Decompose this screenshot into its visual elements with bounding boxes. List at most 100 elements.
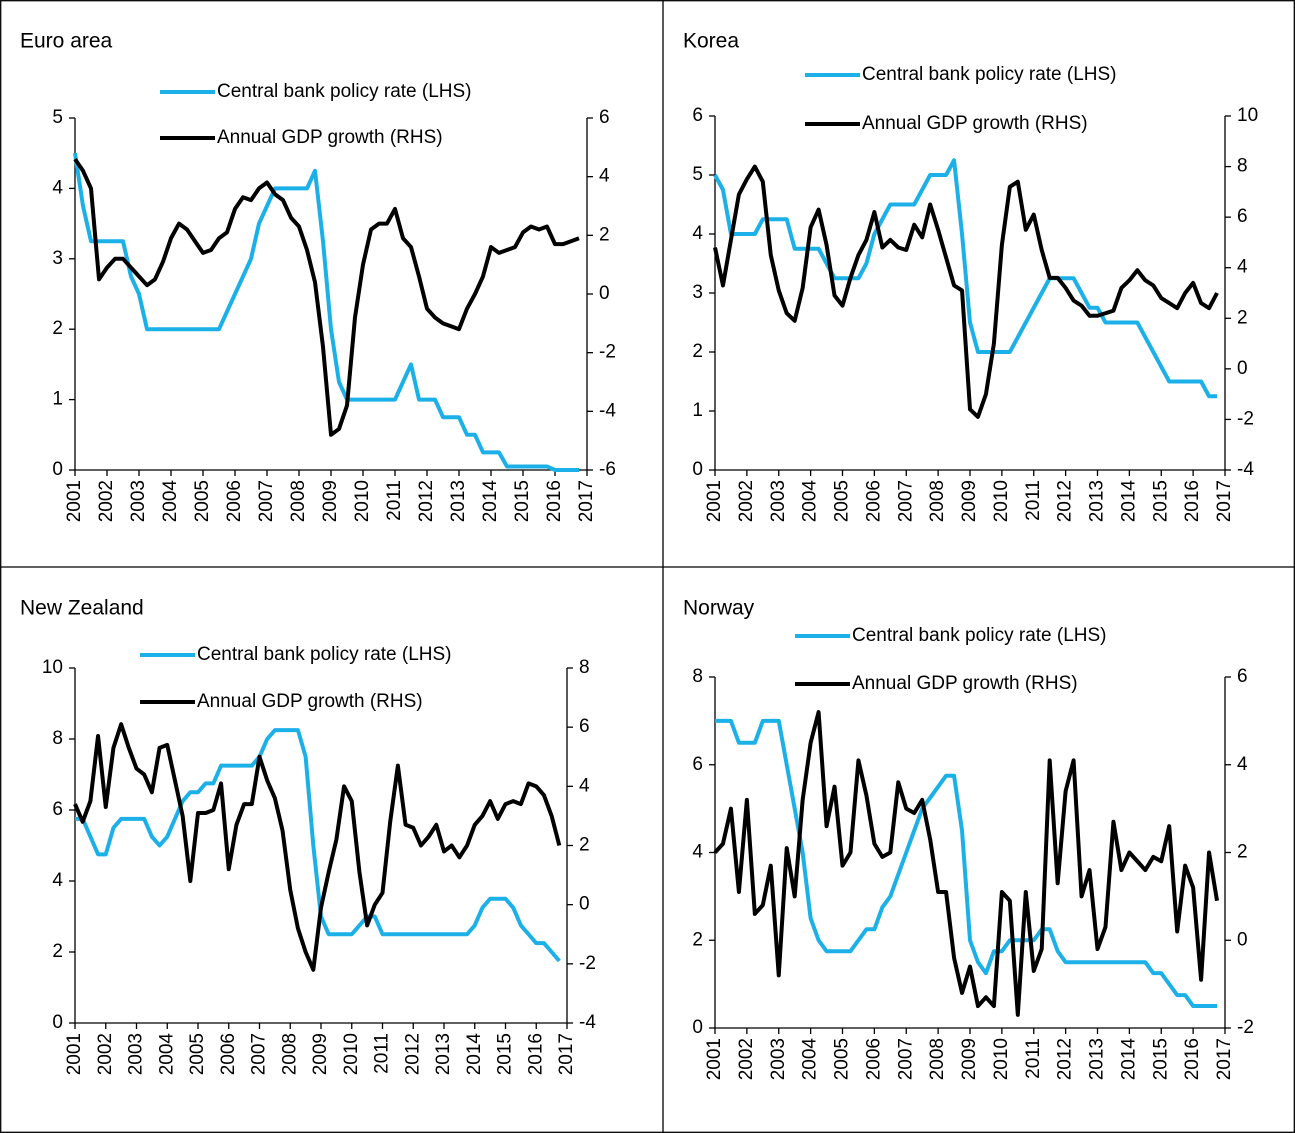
x-tick-label: 2008: [279, 1033, 300, 1075]
x-tick-label: 2014: [1118, 1038, 1139, 1081]
y2-tick-label: -2: [579, 953, 596, 974]
x-tick-label: 2015: [1150, 480, 1171, 522]
legend-label: Annual GDP growth (RHS): [852, 673, 1078, 694]
series-line: [73, 152, 579, 472]
x-tick-label: 2006: [224, 480, 245, 522]
y2-tick-label: 6: [599, 107, 610, 128]
y-tick-label: 2: [692, 929, 703, 950]
y2-tick-label: -4: [599, 400, 616, 421]
y2-tick-label: -2: [599, 342, 616, 363]
legend-label: Central bank policy rate (LHS): [197, 644, 452, 665]
y2-tick-label: 2: [1237, 842, 1248, 863]
x-tick-label: 2011: [372, 1033, 393, 1074]
x-tick-label: 2008: [927, 1038, 948, 1080]
panel: Norway 0 2 4 6 8 -2 0 2 4 6 2001 2002 2003 2004 2005 200…: [683, 597, 1254, 1081]
y2-tick-label: 4: [1237, 754, 1248, 775]
series-line: [713, 164, 1219, 419]
series-line: [713, 158, 1218, 399]
x-tick-label: 2011: [384, 480, 405, 521]
chart-title: Norway: [683, 597, 755, 620]
y2-tick-label: 4: [1237, 257, 1248, 278]
y2-tick-label: 10: [1237, 105, 1258, 126]
x-tick-label: 2001: [704, 480, 725, 522]
x-tick-label: 2009: [320, 480, 341, 522]
x-tick-label: 2014: [480, 480, 501, 523]
x-tick-label: 2017: [556, 1033, 577, 1075]
x-tick-label: 2016: [525, 1033, 546, 1075]
y2-tick-label: 4: [579, 775, 590, 796]
y-tick-label: 5: [692, 164, 703, 185]
y2-tick-label: 6: [579, 716, 590, 737]
y-tick-label: 8: [692, 666, 703, 687]
x-tick-label: 2003: [128, 480, 149, 522]
y2-tick-label: -2: [1237, 408, 1254, 429]
x-tick-label: 2017: [1214, 480, 1235, 522]
x-tick-label: 2016: [1182, 1038, 1203, 1080]
x-tick-label: 2009: [959, 1038, 980, 1080]
x-tick-label: 2010: [352, 480, 373, 522]
y-tick-label: 10: [42, 657, 63, 678]
x-tick-label: 2016: [1182, 480, 1203, 522]
legend-label: Central bank policy rate (LHS): [217, 81, 472, 102]
y-tick-label: 4: [692, 842, 703, 863]
y2-tick-label: 2: [1237, 307, 1248, 328]
x-tick-label: 2010: [341, 1033, 362, 1075]
x-tick-label: 2006: [863, 480, 884, 522]
chart-title: New Zealand: [20, 597, 144, 620]
series-line: [75, 728, 561, 963]
x-tick-label: 2001: [64, 1033, 85, 1075]
panel: New Zealand 0 2 4 6 8 10 -4 -2 0 2 4 6 8 2001 2002 2003 2…: [20, 597, 596, 1076]
x-tick-label: 2001: [704, 1038, 725, 1080]
x-tick-label: 2009: [959, 480, 980, 522]
y-tick-label: 0: [52, 459, 63, 480]
x-tick-label: 2002: [736, 1038, 757, 1080]
y2-tick-label: -6: [599, 459, 616, 480]
y2-tick-label: 6: [1237, 666, 1248, 687]
x-tick-label: 2007: [895, 1038, 916, 1080]
x-tick-label: 2017: [576, 480, 597, 522]
legend-label: Annual GDP growth (RHS): [862, 113, 1088, 134]
x-tick-label: 2015: [1150, 1038, 1171, 1080]
y2-tick-label: -2: [1237, 1017, 1254, 1038]
panel: Euro area 0 1 2 3 4 5 -6 -4 -2 0 2 4 6 2001 2002 2003 200…: [20, 30, 616, 523]
x-tick-label: 2017: [1214, 1038, 1235, 1080]
x-tick-label: 2005: [832, 480, 853, 522]
x-tick-label: 2003: [768, 1038, 789, 1080]
y2-tick-label: 8: [579, 657, 590, 678]
x-tick-label: 2005: [192, 480, 213, 522]
x-tick-label: 2003: [126, 1033, 147, 1075]
x-tick-label: 2002: [96, 480, 117, 522]
y2-tick-label: -4: [579, 1012, 596, 1033]
x-tick-label: 2011: [1023, 480, 1044, 521]
y-tick-label: 4: [52, 177, 63, 198]
x-tick-label: 2002: [95, 1033, 116, 1075]
x-tick-label: 2008: [927, 480, 948, 522]
y2-tick-label: 0: [599, 283, 610, 304]
x-tick-label: 2008: [288, 480, 309, 522]
x-tick-label: 2010: [991, 1038, 1012, 1080]
x-tick-label: 2014: [464, 1033, 485, 1076]
y-tick-label: 2: [692, 341, 703, 362]
x-tick-label: 2011: [1023, 1038, 1044, 1079]
x-tick-label: 2003: [768, 480, 789, 522]
legend-label: Central bank policy rate (LHS): [852, 625, 1107, 646]
legend-label: Central bank policy rate (LHS): [862, 64, 1117, 85]
y-tick-label: 6: [52, 799, 63, 820]
series-line: [73, 722, 562, 972]
x-tick-label: 2013: [1087, 480, 1108, 522]
y2-tick-label: 2: [599, 224, 610, 245]
y-tick-label: 0: [52, 1012, 63, 1033]
x-tick-label: 2013: [448, 480, 469, 522]
x-tick-label: 2006: [218, 1033, 239, 1075]
panel: Korea 0 1 2 3 4 5 6 -4 -2 0 2 4 6 8 10 2001 2002 2003 2004 2…: [683, 30, 1258, 523]
y2-tick-label: 0: [1237, 929, 1248, 950]
x-tick-label: 2004: [800, 480, 821, 523]
x-tick-label: 2015: [512, 480, 533, 522]
y2-tick-label: 4: [599, 166, 610, 187]
y-tick-label: 6: [692, 754, 703, 775]
x-tick-label: 2012: [1055, 1038, 1076, 1080]
x-tick-label: 2004: [156, 1033, 177, 1076]
x-tick-label: 2001: [64, 480, 85, 522]
y-tick-label: 8: [52, 728, 63, 749]
